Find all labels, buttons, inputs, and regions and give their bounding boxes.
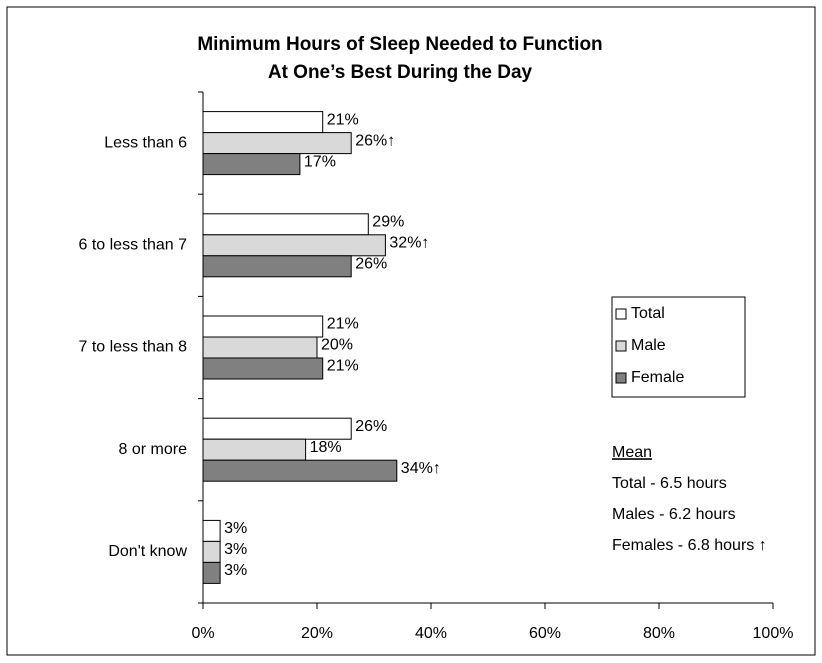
bar <box>202 153 301 176</box>
annotation: Females - 6.8 hours ↑ <box>612 537 767 554</box>
bar <box>202 540 221 563</box>
annotation: Males - 6.2 hours <box>612 506 736 523</box>
value-label: 18% <box>310 439 342 456</box>
y-tick-label: 6 to less than 7 <box>78 237 187 254</box>
value-label: 20% <box>321 337 353 354</box>
legend-swatch <box>615 308 627 320</box>
bar <box>202 132 352 155</box>
value-label: 3% <box>224 541 247 558</box>
bar <box>202 234 386 257</box>
y-tick-label: Don't know <box>108 543 187 560</box>
bar <box>202 111 324 134</box>
legend-swatch <box>615 340 627 352</box>
x-tick-label: 0% <box>191 625 214 642</box>
value-label: 21% <box>327 316 359 333</box>
x-tick-label: 80% <box>643 625 675 642</box>
value-label: 21% <box>327 358 359 375</box>
x-tick-label: 60% <box>529 625 561 642</box>
y-tick-label: 7 to less than 8 <box>78 339 187 356</box>
bar <box>202 417 352 440</box>
value-label: 29% <box>372 214 404 231</box>
legend-label: Male <box>631 337 666 354</box>
bar <box>202 357 324 380</box>
value-label: 26%↑ <box>355 132 395 149</box>
bar <box>202 336 318 359</box>
x-tick-label: 20% <box>301 625 333 642</box>
value-label: 3% <box>224 562 247 579</box>
value-label: 34%↑ <box>401 460 441 477</box>
y-tick-label: Less than 6 <box>104 134 187 151</box>
bar <box>202 519 221 542</box>
value-label: 26% <box>355 256 387 273</box>
chart-title: Minimum Hours of Sleep Needed to Functio… <box>197 34 602 55</box>
bar <box>202 213 369 236</box>
y-tick-label: 8 or more <box>119 441 188 458</box>
value-label: 26% <box>355 418 387 435</box>
legend-box <box>611 296 746 398</box>
bar <box>202 459 398 482</box>
bar <box>202 315 324 338</box>
bar <box>202 255 352 278</box>
legend-label: Total <box>631 305 665 322</box>
annotation: Mean <box>612 444 652 461</box>
value-label: 21% <box>327 111 359 128</box>
value-label: 32%↑ <box>389 235 429 252</box>
x-tick-label: 40% <box>415 625 447 642</box>
chart-title: At One’s Best During the Day <box>268 62 533 83</box>
value-label: 3% <box>224 520 247 537</box>
legend-label: Female <box>631 369 684 386</box>
x-tick-label: 100% <box>753 625 794 642</box>
annotation: Total - 6.5 hours <box>612 475 727 492</box>
legend-swatch <box>615 372 627 384</box>
bar <box>202 561 221 584</box>
value-label: 17% <box>304 153 336 170</box>
bar <box>202 438 307 461</box>
